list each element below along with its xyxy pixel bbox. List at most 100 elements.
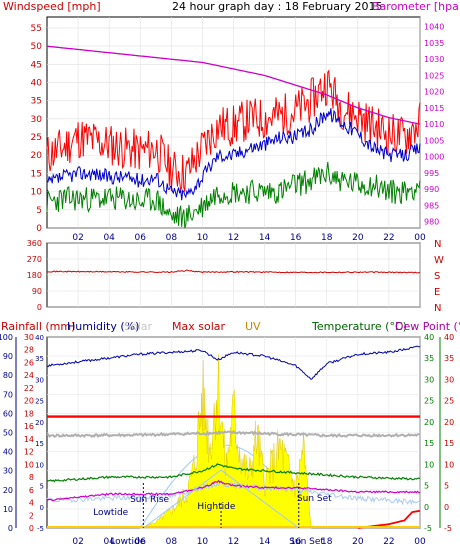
rain-axis-tick: 26 (24, 358, 34, 367)
panel1-x-tick: 08 (166, 233, 178, 243)
panel1-x-tick: 10 (197, 233, 209, 243)
rain-axis-tick: 12 (24, 448, 34, 457)
temp-right-axis-tick: 35 (424, 354, 434, 363)
humidity-axis-tick: 20 (3, 486, 13, 495)
panel2-y-tick: 90 (32, 287, 42, 296)
humidity-axis-tick: 100 (0, 333, 13, 342)
temp-left-axis-tick: 5 (40, 483, 44, 491)
panel1-x-tick: 06 (135, 233, 147, 243)
temp-right-axis-tick: -5 (424, 524, 432, 533)
dewpoint-axis-tick: 5 (444, 482, 449, 491)
panel1-y-right-tick: 1035 (424, 39, 444, 48)
humidity-axis-tick: 70 (3, 390, 13, 399)
dewpoint-axis-tick: 20 (444, 418, 454, 427)
rain-axis-tick: 2 (29, 511, 34, 520)
panel1-x-tick: 02 (72, 233, 83, 243)
temperature-label: Temperature (°C) (311, 320, 407, 333)
temperature-line (46, 463, 421, 483)
rain-axis-tick: 22 (24, 384, 34, 393)
panel3-x-tick: 20 (352, 537, 364, 547)
lowtide-annotation: Lowtide (93, 508, 128, 518)
panel1-y-right-tick: 1015 (424, 104, 444, 113)
temp-right-axis-tick: 30 (424, 375, 434, 384)
dewpoint-axis-tick: 40 (444, 333, 454, 342)
temp-right-axis-tick: 15 (424, 439, 434, 448)
dewpoint-axis-tick: 35 (444, 354, 454, 363)
wind-direction-line (47, 269, 420, 274)
panel3-x-tick: 02 (72, 537, 83, 547)
compass-label: S (434, 271, 440, 282)
temp-left-axis-tick: 0 (40, 504, 44, 512)
tide-curve (143, 469, 300, 529)
temp-left-axis-tick: 10 (35, 461, 44, 469)
rain-axis-tick: 4 (29, 499, 34, 508)
humidity-label: Humidity (%) (67, 320, 139, 333)
compass-label: W (434, 255, 444, 266)
panel3-x-tick: 18 (321, 537, 333, 547)
temp-left-axis-tick: 30 (35, 376, 44, 384)
temp-left-axis-tick: 20 (35, 419, 44, 427)
barometer-series-line (46, 45, 421, 125)
rain-axis-tick: 10 (24, 460, 34, 469)
temp-right-axis-tick: 40 (424, 333, 434, 342)
panel3-x-tick: 08 (166, 537, 178, 547)
panel1-y-left-tick: 15 (31, 169, 42, 179)
panel1-y-left-tick: 40 (31, 78, 43, 88)
panel1-y-left-tick: 35 (31, 97, 42, 107)
panel3-x-tick: 04 (103, 537, 115, 547)
panel1-x-tick: 14 (259, 233, 271, 243)
rainfall-label: Rainfall (mm) (1, 320, 75, 333)
rain-axis-tick: 14 (24, 435, 34, 444)
dewpoint-axis-tick: 15 (444, 439, 454, 448)
panel1-y-left-tick: 20 (31, 151, 43, 161)
panel1-y-right-tick: 1040 (424, 23, 444, 32)
panel1-y-right-tick: 1005 (424, 136, 444, 145)
humidity-axis-tick: 60 (3, 409, 13, 418)
rain-axis-tick: 28 (24, 346, 34, 355)
panel1-y-right-tick: 1030 (424, 55, 444, 64)
temp-left-axis-tick: 15 (35, 440, 44, 448)
temp-left-axis-tick: 25 (35, 398, 44, 406)
hightide-annotation: Hightide (197, 502, 235, 512)
chart-title: 24 hour graph day : 18 February 2015 (172, 0, 383, 13)
humidity-axis-tick: 0 (8, 524, 13, 533)
humidity-axis-tick: 50 (3, 429, 13, 438)
humidity-axis-tick: 80 (3, 371, 13, 380)
low-series-line (46, 161, 421, 229)
lowtide-x-annotation: Lowtide (110, 537, 145, 547)
panel2-y-tick: 0 (37, 303, 42, 312)
rain-axis-tick: 0 (29, 524, 34, 533)
temp-left-axis-tick: 40 (35, 334, 44, 342)
panel1-x-tick: 12 (228, 233, 239, 243)
dewpoint-axis-tick: 0 (444, 503, 449, 512)
rain-axis-tick: 6 (29, 486, 34, 495)
panel1-y-right-tick: 985 (424, 201, 439, 210)
temp-right-axis-tick: 20 (424, 418, 434, 427)
panel3-x-tick: 14 (259, 537, 271, 547)
panel1-y-left-tick: 50 (31, 42, 43, 52)
compass-label: E (434, 287, 440, 298)
temp-left-axis-tick: -5 (37, 525, 44, 533)
dewpoint-axis-tick: -5 (444, 524, 452, 533)
humidity-line (46, 345, 421, 380)
panel1-x-tick: 22 (383, 233, 394, 243)
panel1-x-tick: 00 (414, 233, 426, 243)
uv-label: UV (245, 320, 261, 333)
panel2-y-tick: 360 (27, 239, 42, 248)
panel3-x-tick: 12 (228, 537, 239, 547)
max-solar-label: Max solar (172, 320, 225, 333)
rain-axis-tick: 18 (24, 409, 34, 418)
panel1-y-right-tick: 980 (424, 218, 439, 227)
panel1-y-right-tick: 990 (424, 185, 439, 194)
humidity-axis-tick: 30 (3, 467, 13, 476)
humidity-axis-tick: 90 (3, 352, 13, 361)
panel1-y-right-tick: 995 (424, 169, 439, 178)
barometer-label: Barometer [hpa] (372, 0, 460, 13)
temp-right-axis-tick: 25 (424, 397, 434, 406)
sunset-annotation: Sun Set (297, 494, 332, 504)
sunrise-annotation: Sun Rise (130, 495, 169, 505)
panel1-y-left-tick: 55 (31, 24, 42, 34)
temp-right-axis-tick: 0 (424, 503, 429, 512)
